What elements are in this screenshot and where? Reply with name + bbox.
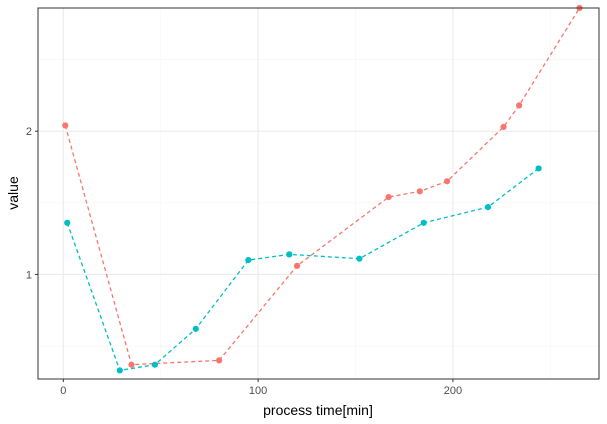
series-line-1 — [64, 7, 581, 366]
y-tick-label: 1 — [26, 269, 32, 281]
series-1-point — [128, 361, 135, 368]
series-2-point — [192, 325, 199, 332]
x-axis-title: process time[min] — [263, 402, 373, 418]
series-2-point — [151, 361, 158, 368]
series-1-point — [62, 122, 69, 129]
series-1-point — [516, 102, 523, 109]
series-2-point — [245, 257, 252, 264]
x-axis: 0 100 200 — [60, 379, 462, 397]
series-1-point — [416, 188, 423, 195]
minor-gridlines — [38, 8, 599, 379]
series-1-point — [293, 262, 301, 269]
series-2-point — [116, 367, 123, 374]
plot-background — [38, 8, 599, 379]
series-2-point — [420, 219, 427, 226]
major-gridlines — [38, 8, 599, 379]
y-axis-title: value — [5, 176, 21, 210]
plot-panel-border — [37, 7, 600, 380]
series-1-point — [216, 357, 223, 364]
series-2-point — [356, 255, 363, 262]
series-1-point — [500, 123, 507, 130]
series-2-point — [535, 165, 542, 172]
series-2-point — [484, 204, 492, 211]
series-2-point — [64, 219, 71, 226]
series-line-2 — [66, 167, 540, 372]
series-layer — [62, 4, 583, 374]
x-tick-label: 100 — [249, 385, 267, 397]
y-axis: 12 — [26, 126, 38, 281]
series-2-point — [286, 251, 293, 258]
x-tick-label: 0 — [60, 385, 66, 397]
series-1-point — [443, 178, 451, 185]
series-1-point — [385, 193, 392, 201]
x-tick-label: 200 — [444, 385, 462, 397]
y-tick-label: 2 — [26, 126, 32, 138]
